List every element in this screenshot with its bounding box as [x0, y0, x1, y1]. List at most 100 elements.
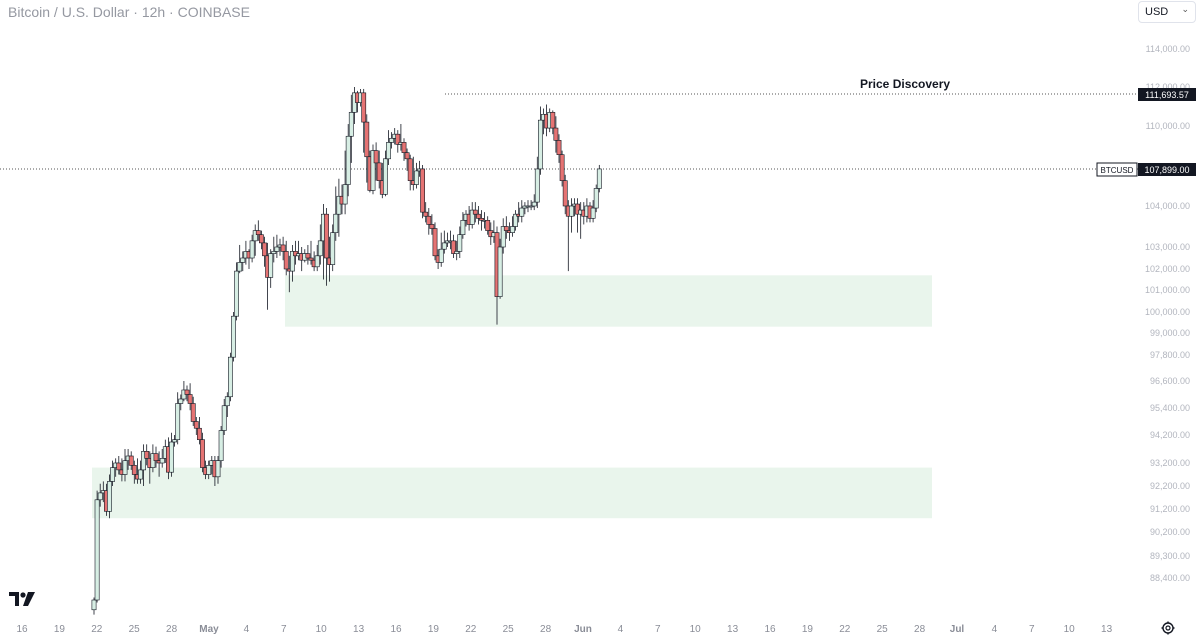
candle-body-down [280, 244, 286, 252]
candle [395, 130, 401, 153]
candle [513, 210, 518, 231]
candle [575, 198, 580, 233]
candle [305, 244, 311, 265]
candle-body-down [376, 162, 382, 181]
time-tick-label: 4 [992, 624, 998, 635]
time-tick-label: 22 [465, 624, 477, 635]
candle [510, 216, 515, 237]
tradingview-logo-icon[interactable] [9, 590, 37, 608]
candle-body-up [454, 251, 460, 254]
candle-body-down [407, 158, 413, 181]
resistance-price-badge [1138, 88, 1196, 101]
candle [429, 214, 435, 235]
candle [330, 224, 336, 272]
candle [568, 198, 574, 233]
candle [252, 224, 258, 256]
candle-body-up [510, 226, 515, 233]
candle-body-up [537, 119, 543, 170]
candle-body-up [122, 460, 128, 475]
candle-body-up [218, 430, 224, 461]
candle [382, 150, 388, 197]
lower-support-zone [92, 467, 932, 519]
candle [206, 460, 212, 480]
candle-body-up [590, 207, 596, 219]
candle [460, 212, 466, 239]
candle-body-down [485, 220, 491, 231]
candle-body-up [469, 209, 475, 225]
time-tick-label: 7 [655, 624, 661, 635]
time-tick-label: 16 [16, 624, 28, 635]
candle-body-up [457, 234, 463, 252]
time-axis[interactable]: 16 19 22 25 28 May 4 7 10 13 16 19 22 25 28 Jun 4 7 10 13 16… [16, 624, 1112, 635]
candle-body-up [519, 207, 525, 217]
candle [224, 392, 230, 417]
price-axis[interactable]: 114,000.00112,000.00110,000.00106,000.00… [1145, 44, 1190, 583]
candle-body-up [500, 226, 506, 248]
time-tick-label: 25 [877, 624, 889, 635]
price-tick-label: 94,200.00 [1150, 430, 1190, 440]
chevron-down-icon: ⌄ [1181, 4, 1189, 14]
candle-body-up [497, 246, 503, 297]
time-tick-label: 10 [1064, 624, 1076, 635]
upper-support-zone [285, 275, 932, 327]
candle-body-up [141, 451, 146, 471]
candle-body-up [228, 356, 233, 398]
gear-icon[interactable] [1160, 620, 1176, 636]
candle [497, 238, 503, 299]
time-tick-label: 4 [618, 624, 624, 635]
price-tick-label: 95,400.00 [1150, 403, 1190, 413]
candle-body-up [568, 205, 574, 217]
candle [457, 226, 463, 258]
candle-body-down [395, 133, 401, 145]
candle [550, 110, 556, 135]
candle [249, 234, 255, 263]
candle [503, 216, 509, 239]
candle [122, 449, 128, 482]
candle [221, 399, 227, 435]
candle-body-down [404, 152, 410, 160]
candle [187, 383, 193, 411]
candle-body-down [429, 224, 435, 229]
candle [231, 312, 236, 362]
candle [333, 186, 339, 241]
candle-body-up [110, 467, 115, 482]
candle-body-down [559, 154, 565, 181]
time-tick-label: 19 [802, 624, 814, 635]
candle [175, 392, 181, 445]
candle-body-up [596, 168, 602, 189]
price-tick-label: 112,000.00 [1146, 82, 1190, 92]
price-tick-label: 93,200.00 [1150, 458, 1190, 468]
candle [255, 220, 261, 241]
time-tick-label: 10 [690, 624, 702, 635]
time-tick-label: 28 [540, 624, 552, 635]
candle-body-down [575, 203, 580, 215]
time-tick-label: 22 [91, 624, 103, 635]
time-tick-label: 13 [353, 624, 365, 635]
candle-body-up [94, 499, 100, 601]
candle-body-down [255, 230, 261, 236]
candle-body-up [441, 242, 447, 250]
candle-body-up [314, 255, 320, 268]
candle [268, 249, 274, 288]
time-tick-label: 28 [166, 624, 178, 635]
candle [413, 162, 419, 189]
candle [144, 444, 150, 466]
time-tick-label: Jun [574, 624, 592, 635]
price-tick-label: 96,600.00 [1150, 376, 1190, 386]
price-tick-label: 91,200.00 [1150, 504, 1190, 514]
candle [537, 106, 543, 175]
candle-body-up [386, 142, 391, 160]
currency-select[interactable]: USD ⌄ [1138, 1, 1196, 23]
candle-body-down [197, 427, 202, 440]
candle-body-up [91, 599, 97, 611]
candle [240, 251, 246, 272]
candle-body-up [336, 195, 342, 215]
candle [283, 240, 289, 276]
candle-body-down [472, 209, 478, 215]
candle [348, 94, 354, 163]
price-tick-label: 100,000.00 [1145, 307, 1190, 317]
candle [314, 244, 320, 272]
candle [280, 236, 286, 261]
candle [423, 202, 429, 223]
